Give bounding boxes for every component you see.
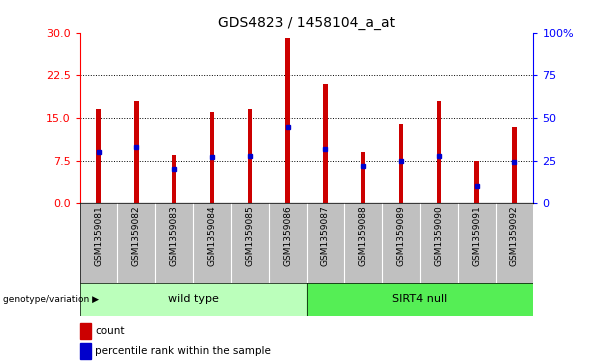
Text: GSM1359084: GSM1359084	[207, 206, 216, 266]
Text: wild type: wild type	[168, 294, 218, 305]
Text: GSM1359085: GSM1359085	[245, 206, 254, 266]
Bar	[436, 101, 441, 203]
Text: GSM1359090: GSM1359090	[434, 206, 443, 266]
Text: count: count	[95, 326, 124, 337]
Text: GSM1359088: GSM1359088	[359, 206, 368, 266]
Text: GSM1359087: GSM1359087	[321, 206, 330, 266]
Bar	[134, 101, 139, 203]
Text: GSM1359081: GSM1359081	[94, 206, 103, 266]
Bar	[512, 127, 517, 203]
Text: GSM1359089: GSM1359089	[397, 206, 406, 266]
Bar	[323, 84, 328, 203]
Text: GSM1359082: GSM1359082	[132, 206, 141, 266]
Text: GSM1359083: GSM1359083	[170, 206, 179, 266]
Text: percentile rank within the sample: percentile rank within the sample	[95, 346, 271, 356]
Bar	[474, 160, 479, 203]
Bar	[172, 155, 177, 203]
Bar	[96, 110, 101, 203]
Bar	[248, 110, 252, 203]
Text: GSM1359086: GSM1359086	[283, 206, 292, 266]
Bar	[361, 152, 365, 203]
Text: GSM1359091: GSM1359091	[472, 206, 481, 266]
Bar	[210, 112, 215, 203]
Text: SIRT4 null: SIRT4 null	[392, 294, 447, 305]
Bar	[285, 38, 290, 203]
Bar	[398, 124, 403, 203]
Bar	[306, 283, 533, 316]
Text: GSM1359092: GSM1359092	[510, 206, 519, 266]
Title: GDS4823 / 1458104_a_at: GDS4823 / 1458104_a_at	[218, 16, 395, 30]
Text: genotype/variation ▶: genotype/variation ▶	[3, 295, 99, 304]
Bar	[80, 283, 306, 316]
